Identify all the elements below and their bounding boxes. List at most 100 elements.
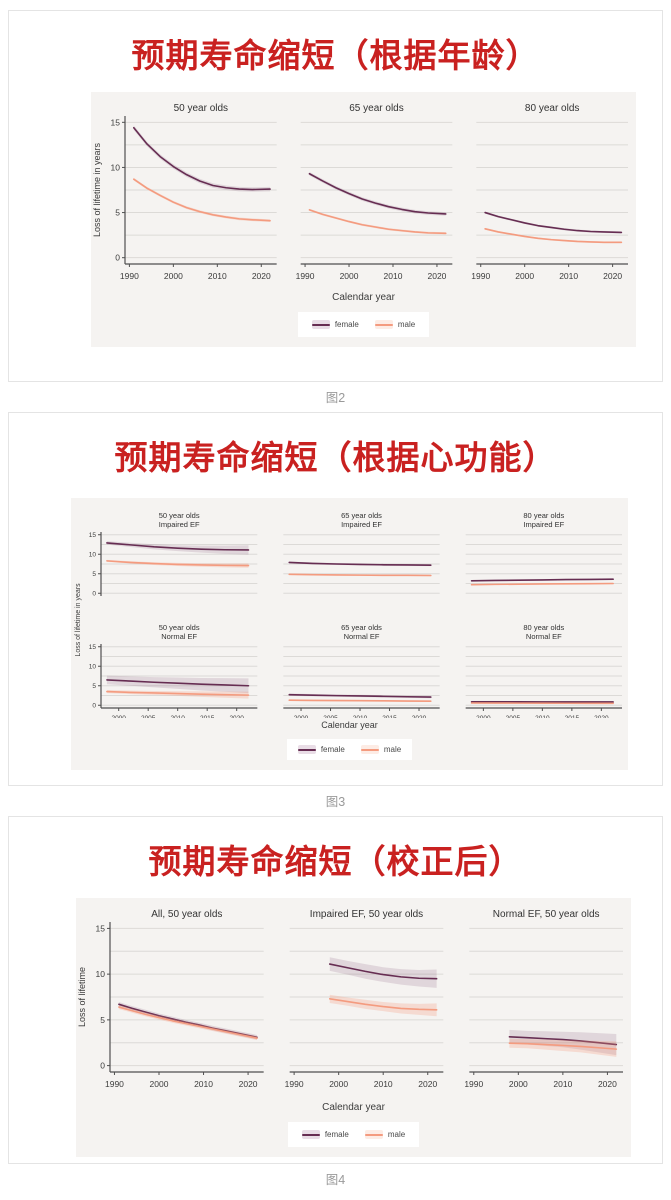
svg-text:2000: 2000 bbox=[150, 1079, 169, 1089]
legend-item-male: male bbox=[364, 1130, 406, 1140]
svg-text:1990: 1990 bbox=[120, 271, 139, 281]
legend-item-female: female bbox=[301, 1130, 349, 1140]
svg-text:2010: 2010 bbox=[208, 271, 227, 281]
legend-item-female: female bbox=[311, 320, 359, 330]
svg-text:2020: 2020 bbox=[412, 715, 427, 718]
svg-text:10: 10 bbox=[111, 163, 121, 173]
legend-label-female: female bbox=[334, 320, 359, 330]
svg-text:2010: 2010 bbox=[535, 715, 550, 718]
svg-text:0: 0 bbox=[115, 253, 120, 263]
svg-text:50 year olds: 50 year olds bbox=[159, 623, 200, 632]
svg-text:65 year olds: 65 year olds bbox=[349, 103, 403, 114]
svg-text:5: 5 bbox=[100, 1015, 105, 1025]
svg-text:Impaired EF: Impaired EF bbox=[523, 520, 564, 529]
figure-2-line-chart: 50 year olds 0 5 10 15 1990 2000 2010 2020 65 yea… bbox=[92, 103, 628, 281]
svg-text:Normal EF: Normal EF bbox=[526, 632, 562, 641]
svg-text:2000: 2000 bbox=[476, 715, 491, 718]
svg-text:2000: 2000 bbox=[294, 715, 309, 718]
figure-4-x-axis-label: Calendar year bbox=[322, 1102, 385, 1114]
figure-3-caption: 图3 bbox=[325, 795, 346, 809]
female-swatch-icon bbox=[301, 1130, 320, 1140]
svg-text:2015: 2015 bbox=[565, 715, 580, 718]
svg-text:2000: 2000 bbox=[111, 715, 126, 718]
figure-2-chart-area: 50 year olds 0 5 10 15 1990 2000 2010 2020 65 yea… bbox=[91, 92, 636, 348]
legend-item-male: male bbox=[374, 320, 416, 330]
svg-text:2020: 2020 bbox=[427, 271, 446, 281]
svg-text:2000: 2000 bbox=[515, 271, 534, 281]
svg-text:15: 15 bbox=[89, 532, 97, 539]
svg-text:50 year olds: 50 year olds bbox=[174, 103, 228, 114]
svg-text:Loss of lifetime in years: Loss of lifetime in years bbox=[75, 583, 82, 657]
svg-text:0: 0 bbox=[100, 1061, 105, 1071]
legend-label-female: female bbox=[320, 745, 345, 755]
svg-text:80 year olds: 80 year olds bbox=[523, 511, 564, 520]
svg-text:2000: 2000 bbox=[164, 271, 183, 281]
svg-text:2010: 2010 bbox=[353, 715, 368, 718]
figure-3-chart-area: 50 year olds Impaired EF 0 5 10 15 65 year old… bbox=[71, 498, 628, 771]
figure-3-title: 预期寿命缩短（根据心功能） bbox=[114, 441, 557, 477]
svg-text:50 year olds: 50 year olds bbox=[159, 511, 200, 520]
figure-2-caption: 图2 bbox=[325, 391, 346, 405]
svg-text:2005: 2005 bbox=[323, 715, 338, 718]
legend-label-male: male bbox=[387, 1130, 406, 1140]
legend-item-male: male bbox=[360, 745, 402, 755]
female-swatch-icon bbox=[311, 320, 330, 330]
svg-text:2010: 2010 bbox=[553, 1079, 572, 1089]
svg-text:2020: 2020 bbox=[239, 1079, 258, 1089]
svg-text:2010: 2010 bbox=[374, 1079, 393, 1089]
svg-text:80 year olds: 80 year olds bbox=[525, 103, 579, 114]
svg-text:2020: 2020 bbox=[603, 271, 622, 281]
svg-text:15: 15 bbox=[111, 118, 121, 128]
svg-text:2020: 2020 bbox=[229, 715, 244, 718]
svg-text:2010: 2010 bbox=[170, 715, 185, 718]
svg-text:5: 5 bbox=[92, 683, 96, 690]
figure-4-caption: 图4 bbox=[325, 1173, 346, 1187]
svg-text:0: 0 bbox=[92, 703, 96, 710]
svg-text:2010: 2010 bbox=[384, 271, 403, 281]
svg-text:2010: 2010 bbox=[559, 271, 578, 281]
legend-label-male: male bbox=[397, 320, 416, 330]
figure-4-title: 预期寿命缩短（校正后） bbox=[148, 845, 523, 881]
legend-label-male: male bbox=[383, 745, 402, 755]
figure-2-legend: female male bbox=[297, 312, 430, 338]
legend-label-female: female bbox=[324, 1130, 349, 1140]
svg-text:Normal EF, 50 year olds: Normal EF, 50 year olds bbox=[493, 909, 600, 920]
svg-text:2000: 2000 bbox=[509, 1079, 528, 1089]
figure-4-legend: female male bbox=[287, 1122, 420, 1148]
svg-text:Loss of lifetime: Loss of lifetime bbox=[77, 967, 87, 1027]
svg-text:Normal EF: Normal EF bbox=[344, 632, 380, 641]
figure-3-legend: female male bbox=[286, 739, 413, 761]
legend-item-female: female bbox=[297, 745, 345, 755]
figure-3-x-axis-label: Calendar year bbox=[321, 720, 378, 731]
svg-text:2000: 2000 bbox=[329, 1079, 348, 1089]
male-swatch-icon bbox=[364, 1130, 383, 1140]
svg-text:Normal EF: Normal EF bbox=[161, 632, 197, 641]
male-swatch-icon bbox=[374, 320, 393, 330]
figure-4-line-chart: All, 50 year olds 0 5 10 15 1990 2000 2010 2020 I… bbox=[77, 909, 623, 1089]
svg-text:1990: 1990 bbox=[105, 1079, 124, 1089]
male-swatch-icon bbox=[360, 745, 379, 755]
svg-text:5: 5 bbox=[115, 208, 120, 218]
svg-text:65 year olds: 65 year olds bbox=[341, 511, 382, 520]
figure-card-3: 预期寿命缩短（根据心功能） 50 year olds Impaired EF 0 5 1… bbox=[8, 412, 663, 786]
svg-text:15: 15 bbox=[89, 644, 97, 651]
svg-text:2015: 2015 bbox=[200, 715, 215, 718]
svg-text:0: 0 bbox=[92, 591, 96, 598]
svg-text:80 year olds: 80 year olds bbox=[523, 623, 564, 632]
svg-text:65 year olds: 65 year olds bbox=[341, 623, 382, 632]
svg-text:10: 10 bbox=[89, 664, 97, 671]
figure-4-chart-area: All, 50 year olds 0 5 10 15 1990 2000 2010 2020 I… bbox=[76, 898, 631, 1158]
svg-text:2015: 2015 bbox=[382, 715, 397, 718]
svg-text:10: 10 bbox=[89, 552, 97, 559]
svg-text:2020: 2020 bbox=[252, 271, 271, 281]
svg-text:1990: 1990 bbox=[285, 1079, 304, 1089]
figure-card-4: 预期寿命缩短（校正后） All, 50 year olds 0 5 10 15 1990 2… bbox=[8, 816, 663, 1164]
svg-text:1990: 1990 bbox=[471, 271, 490, 281]
svg-text:15: 15 bbox=[96, 924, 106, 934]
svg-text:Impaired EF: Impaired EF bbox=[159, 520, 200, 529]
svg-text:Loss of lifetime in years: Loss of lifetime in years bbox=[92, 143, 102, 238]
svg-text:Impaired EF, 50 year olds: Impaired EF, 50 year olds bbox=[310, 909, 423, 920]
svg-text:2020: 2020 bbox=[418, 1079, 437, 1089]
figure-2-x-axis-label: Calendar year bbox=[332, 292, 395, 304]
